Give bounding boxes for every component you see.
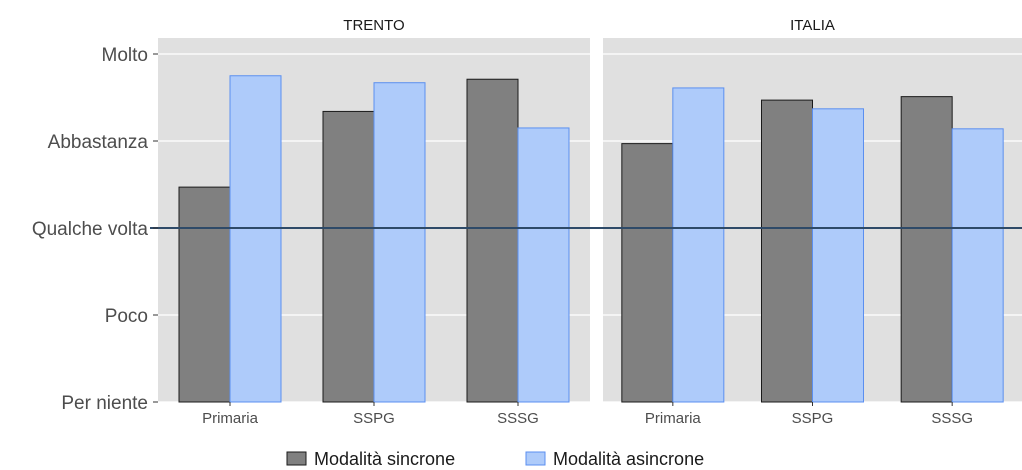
y-axis: Per niente Poco Qualche volta Abbastanza Mol… (32, 45, 158, 414)
bar-sincrone-primaria (178, 186, 231, 403)
panel-italia: ITALIA Primaria SSPG SSSG (590, 17, 1022, 427)
bar-sincrone-primaria (621, 143, 674, 403)
y-tick-label: Abbastanza (48, 132, 149, 153)
legend-label: Modalità asincrone (553, 449, 704, 469)
bar-asincrone-sssg (517, 127, 570, 403)
legend-swatch (286, 451, 307, 466)
bar-sincrone-sspg (322, 110, 375, 403)
panel-trento: TRENTO Primaria SSPG SSSG (150, 17, 590, 427)
bar-asincrone-primaria (229, 75, 282, 403)
bar-sincrone-sssg (900, 96, 953, 403)
bar-asincrone-sspg (812, 108, 864, 403)
legend-label: Modalità sincrone (314, 449, 455, 469)
x-tick-label: Primaria (645, 410, 701, 427)
panels-layer: TRENTO Primaria SSPG SSSG ITALIA Primaria SSPG… (150, 17, 1022, 427)
y-tick-label: Per niente (61, 393, 148, 414)
legend-swatch (525, 451, 546, 466)
y-tick-label: Poco (105, 306, 148, 327)
x-tick-label: SSPG (353, 410, 395, 427)
legend-item-asincrone: Modalità asincrone (525, 449, 704, 469)
panel-title: ITALIA (790, 17, 835, 34)
legend: Modalità sincrone Modalità asincrone (286, 449, 704, 469)
x-tick-label: SSSG (931, 410, 973, 427)
x-tick-label: SSPG (792, 410, 834, 427)
panel-title: TRENTO (343, 17, 404, 34)
bar-sincrone-sssg (466, 78, 519, 403)
x-tick-label: Primaria (202, 410, 258, 427)
bar-asincrone-sspg (373, 82, 426, 403)
bar-sincrone-sspg (761, 99, 813, 403)
y-tick-label: Molto (102, 45, 148, 66)
legend-item-sincrone: Modalità sincrone (286, 449, 455, 469)
y-tick-label: Qualche volta (32, 219, 149, 240)
x-tick-label: SSSG (497, 410, 539, 427)
bar-asincrone-sssg (951, 128, 1004, 403)
bar-asincrone-primaria (672, 87, 725, 403)
